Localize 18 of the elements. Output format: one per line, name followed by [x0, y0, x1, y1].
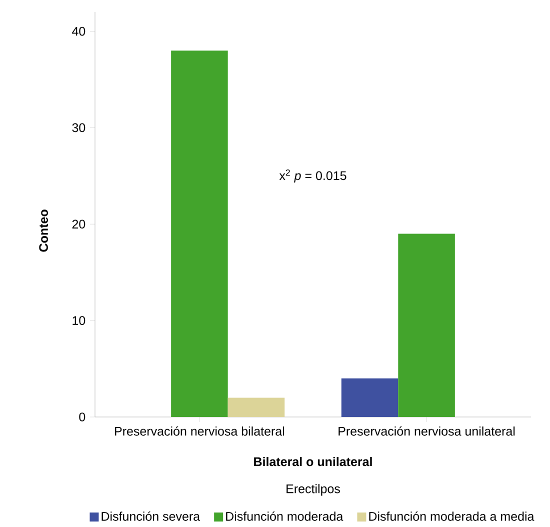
bar — [228, 398, 285, 418]
legend-label: Disfunción severa — [102, 512, 200, 522]
bar — [171, 50, 228, 418]
bar — [341, 378, 398, 418]
y-tick-label: 10 — [72, 316, 86, 326]
annotation: x$^{2}$ p = 0.015 — [279, 170, 346, 183]
y-tick-label: 0 — [79, 412, 86, 422]
x-axis-title: Bilateral o unilateral — [254, 457, 372, 466]
x-tick-label: Preservación nerviosa bilateral — [115, 426, 284, 436]
y-tick-label: 30 — [72, 124, 86, 132]
legend-label: Disfunción moderada — [226, 512, 344, 522]
bar — [398, 234, 455, 418]
y-axis-title: Conteo — [39, 210, 48, 252]
legend-title: Erectilpos — [286, 484, 340, 496]
y-tick-label: 20 — [72, 220, 86, 229]
x-tick-label: Preservación nerviosa unilateral — [338, 426, 515, 436]
y-tick-label: 40 — [72, 27, 86, 36]
legend-label: Disfunción moderada a media — [369, 512, 534, 522]
